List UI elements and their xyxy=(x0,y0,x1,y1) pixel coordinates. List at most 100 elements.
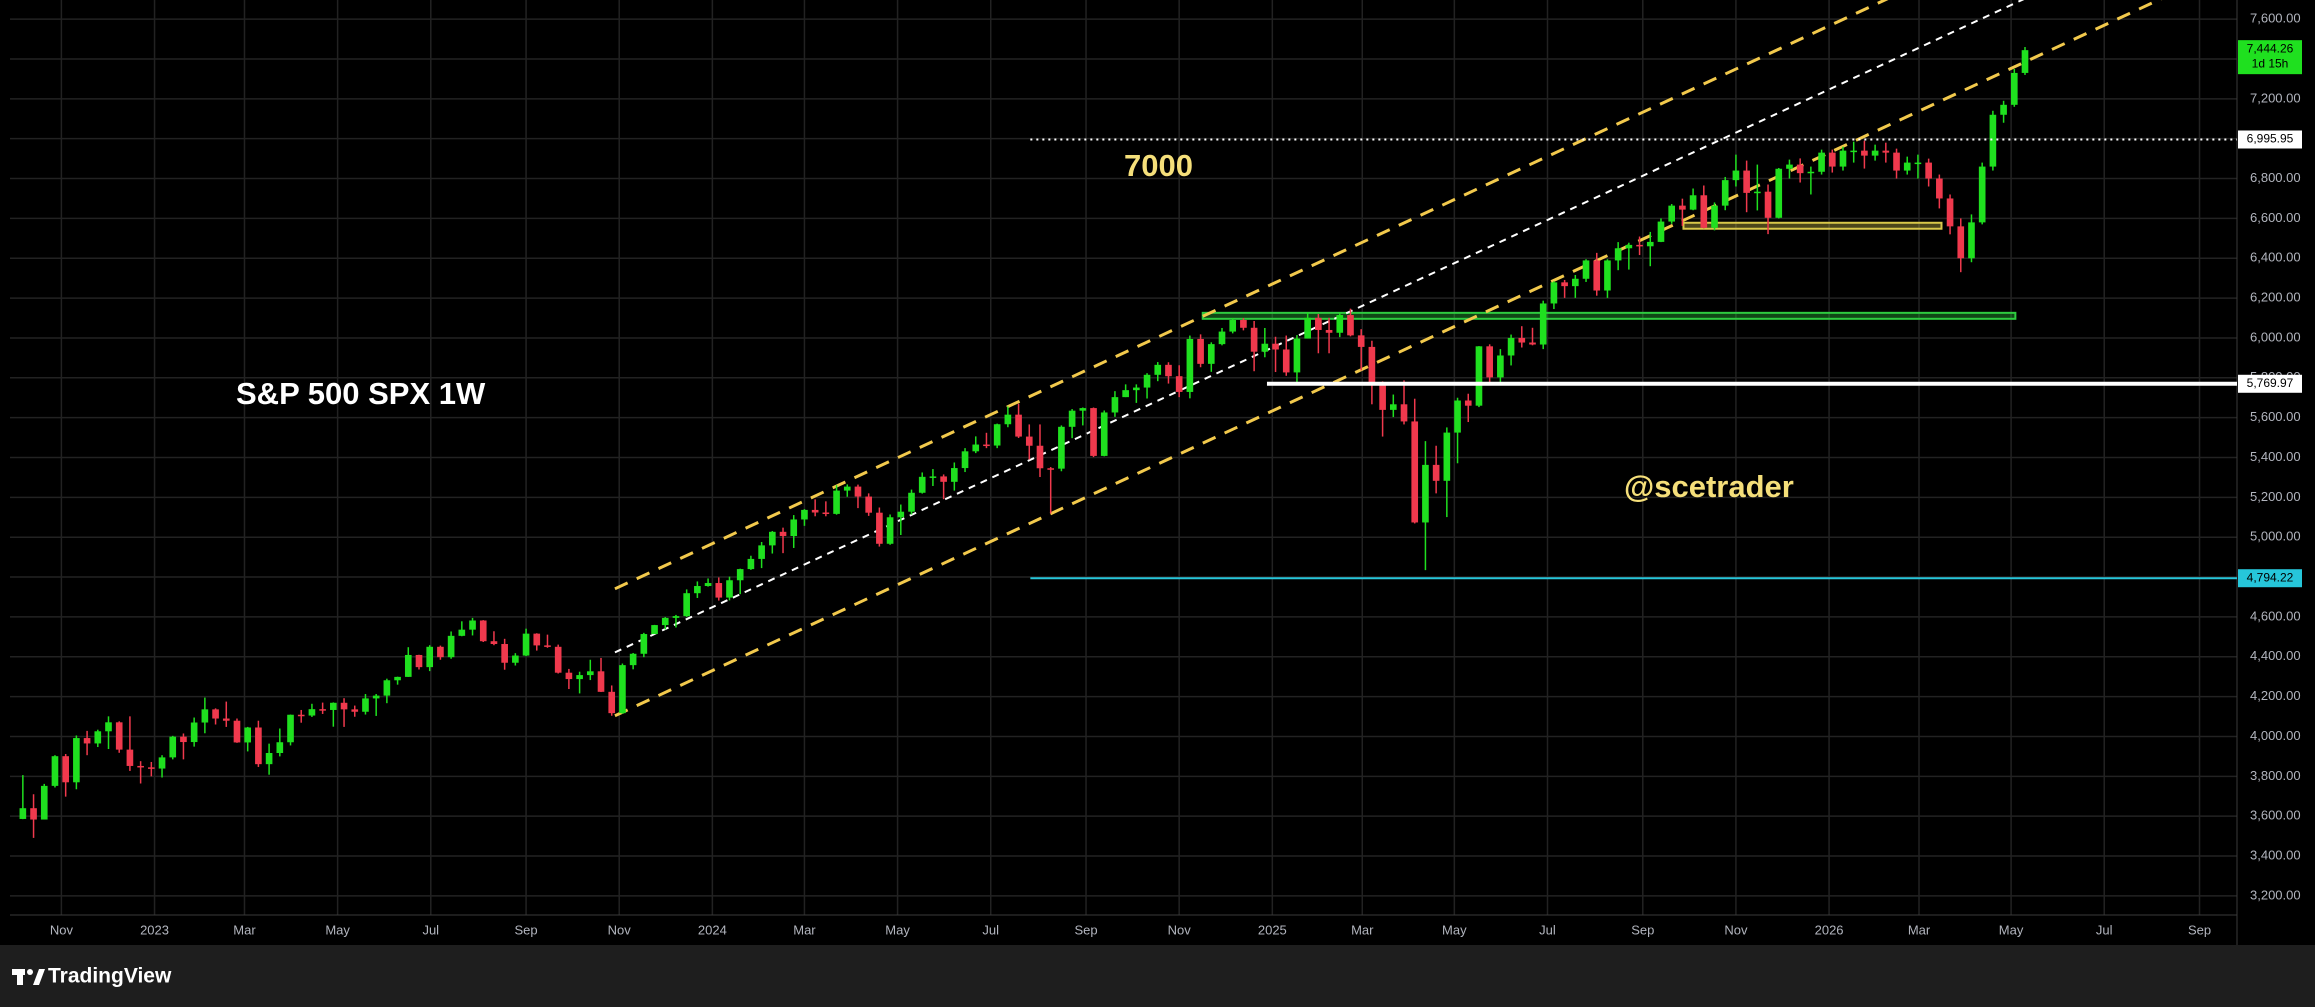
candle-body xyxy=(704,583,712,587)
candle-body xyxy=(769,531,776,546)
logo-shape xyxy=(17,969,23,985)
annotation: S&P 500 SPX 1W xyxy=(236,376,486,411)
candle-body xyxy=(544,645,551,647)
candle-body xyxy=(908,492,915,512)
channel-line xyxy=(614,0,2025,654)
brand-logo: TradingView xyxy=(12,965,172,988)
x-tick-label: May xyxy=(1442,922,1467,937)
y-tick-label: 5,400.00 xyxy=(2250,449,2301,464)
candle-body xyxy=(115,722,123,750)
candle-body xyxy=(469,620,476,630)
candle-body xyxy=(683,593,690,617)
annotation: @scetrader xyxy=(1624,469,1794,504)
candle-body xyxy=(843,486,851,491)
candle-body xyxy=(629,653,637,666)
x-tick-label: Jul xyxy=(982,922,999,937)
candle-body xyxy=(1282,349,1290,373)
candle-body xyxy=(886,517,894,544)
candle-body xyxy=(1850,150,1858,153)
candle-body xyxy=(1090,408,1097,456)
candle-body xyxy=(854,486,862,497)
level-label-box xyxy=(2238,130,2302,149)
candle-body xyxy=(651,625,658,635)
x-tick-label: Nov xyxy=(1724,922,1748,937)
candle-body xyxy=(512,655,519,663)
candle-body xyxy=(351,709,359,712)
candle-body xyxy=(1197,338,1204,364)
candle-body xyxy=(1561,282,1568,287)
candle-body xyxy=(1347,315,1354,336)
y-tick-label: 4,600.00 xyxy=(2250,608,2301,623)
candle-body xyxy=(758,545,765,559)
y-tick-label: 6,200.00 xyxy=(2250,290,2301,305)
candle-body xyxy=(726,580,733,598)
candle-body xyxy=(1668,205,1676,222)
candle-body xyxy=(1304,317,1311,339)
candle-body xyxy=(126,749,134,766)
candle-body xyxy=(276,742,284,754)
y-tick-label: 3,800.00 xyxy=(2250,768,2301,783)
channel-line xyxy=(614,0,2163,718)
candle-body xyxy=(1968,222,1975,259)
candle-body xyxy=(137,765,144,768)
y-tick-label: 5,000.00 xyxy=(2250,529,2301,544)
x-tick-label: May xyxy=(1999,922,2024,937)
y-tick-label: 4,200.00 xyxy=(2250,688,2301,703)
candle-body xyxy=(1957,226,1965,259)
x-tick-label: Jul xyxy=(1539,922,1556,937)
candle-body xyxy=(1946,198,1954,227)
candle-body xyxy=(1443,432,1451,481)
x-tick-label: 2023 xyxy=(140,922,169,937)
candle-body xyxy=(1754,191,1761,194)
candle-body xyxy=(51,756,59,786)
candle-body xyxy=(1422,464,1429,523)
candle-body xyxy=(169,736,177,758)
candle-body xyxy=(1882,150,1890,153)
candle-body xyxy=(40,785,48,820)
candle-body xyxy=(961,451,969,469)
candle-body xyxy=(715,583,723,598)
candle-body xyxy=(233,720,241,743)
candle-body xyxy=(1582,260,1590,279)
candle-body xyxy=(490,641,498,645)
candle-body xyxy=(1015,414,1022,437)
x-tick-label: Nov xyxy=(608,922,632,937)
plot-area xyxy=(19,0,2163,838)
candle-body xyxy=(640,634,648,654)
candle-body xyxy=(597,671,605,692)
candle-body xyxy=(661,617,669,626)
candle-body xyxy=(319,709,326,711)
candle-body xyxy=(779,531,787,537)
zone xyxy=(1201,311,2017,320)
x-tick-label: Sep xyxy=(1074,922,1097,937)
y-tick-label: 7,200.00 xyxy=(2250,90,2301,105)
candle-body xyxy=(1133,387,1140,391)
candle-body xyxy=(94,731,102,744)
candle-body xyxy=(586,671,594,676)
candle-body xyxy=(158,757,166,769)
candle-body xyxy=(1357,335,1365,347)
candle-body xyxy=(340,702,348,710)
candle-body xyxy=(73,738,80,783)
candle-body xyxy=(244,727,252,743)
candle-body xyxy=(929,476,937,478)
candle-body xyxy=(83,738,91,744)
candle-body xyxy=(1122,390,1129,398)
candle-body xyxy=(1261,343,1269,352)
logo-shape xyxy=(27,969,33,975)
candle-body xyxy=(1625,244,1633,249)
candle-body xyxy=(833,490,840,514)
candle-body xyxy=(1143,374,1151,388)
y-tick-label: 6,800.00 xyxy=(2250,170,2301,185)
x-tick-label: Mar xyxy=(793,922,816,937)
candle-body xyxy=(1454,400,1461,433)
candle-body xyxy=(212,709,219,719)
candle-body xyxy=(576,675,583,680)
x-tick-label: Mar xyxy=(233,922,256,937)
footer-bar xyxy=(0,945,2315,1007)
level-label-box xyxy=(2238,569,2302,588)
y-tick-label: 5,600.00 xyxy=(2250,409,2301,424)
candle-body xyxy=(394,676,401,681)
candle-body xyxy=(1325,329,1333,333)
candle-body xyxy=(190,722,198,743)
